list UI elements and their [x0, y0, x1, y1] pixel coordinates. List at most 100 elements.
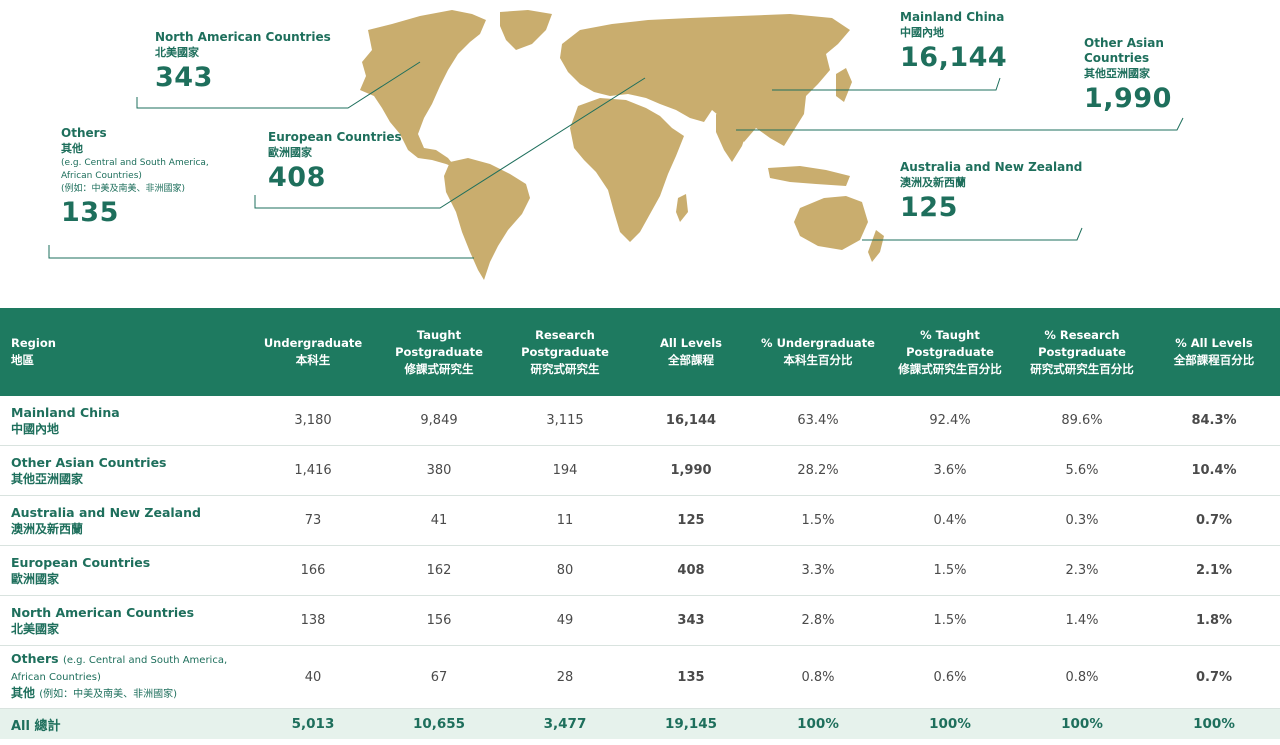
total-pct-research-postgraduate: 100%	[1016, 708, 1148, 739]
table-row: Other Asian Countries 其他亞洲國家 1,416 380 1…	[0, 445, 1280, 496]
cell-undergraduate: 73	[248, 495, 378, 546]
cell-undergraduate: 40	[248, 645, 378, 709]
total-undergraduate: 5,013	[248, 708, 378, 739]
callout-others-value: 135	[61, 197, 119, 228]
cell-pct-undergraduate: 2.8%	[752, 595, 884, 646]
row-region-en: Mainland China	[11, 404, 120, 420]
total-taught-postgraduate: 10,655	[378, 708, 500, 739]
cell-taught-postgraduate: 162	[378, 545, 500, 596]
cell-pct-undergraduate: 28.2%	[752, 445, 884, 496]
callout-europe-value: 408	[268, 162, 326, 193]
cell-taught-postgraduate: 380	[378, 445, 500, 496]
row-region-cell: European Countries 歐洲國家	[0, 545, 248, 596]
table-row: European Countries 歐洲國家 166 162 80 408 3…	[0, 545, 1280, 596]
callout-north-america-en: North American Countries	[155, 30, 331, 44]
callout-aus-nz: Australia and New Zealand 澳洲及新西蘭 125	[900, 160, 1082, 225]
table-row: North American Countries 北美國家 138 156 49…	[0, 595, 1280, 646]
cell-pct-taught-postgraduate: 3.6%	[884, 445, 1016, 496]
callout-mainland-china-en: Mainland China	[900, 10, 1005, 24]
col-header-zh: 修課式研究生百分比	[898, 361, 1002, 376]
col-header-en: % Undergraduate	[761, 336, 875, 350]
landmass-north-america	[360, 10, 486, 168]
callout-europe: European Countries 歐洲國家 408	[268, 130, 402, 195]
cell-undergraduate: 3,180	[248, 396, 378, 446]
callout-others: Others 其他 (e.g. Central and South Americ…	[61, 126, 241, 230]
leader-other-asian	[736, 117, 1184, 131]
cell-undergraduate: 1,416	[248, 445, 378, 496]
row-region-zh: 其他	[11, 686, 36, 700]
total-pct-undergraduate: 100%	[752, 708, 884, 739]
row-region-cell: North American Countries 北美國家	[0, 595, 248, 646]
cell-pct-undergraduate: 3.3%	[752, 545, 884, 596]
row-region-en-note: (e.g. Central and South America, African…	[11, 655, 228, 683]
cell-research-postgraduate: 80	[500, 545, 630, 596]
row-region-en: North American Countries	[11, 604, 195, 620]
leader-north-america	[136, 61, 421, 109]
col-header-zh: 地區	[11, 353, 34, 367]
leader-aus-nz	[862, 227, 1083, 241]
cell-pct-all-levels: 0.7%	[1148, 645, 1280, 709]
cell-all-levels: 125	[630, 495, 752, 546]
col-header-pct-taught-postgraduate: % Taught Postgraduate 修課式研究生百分比	[884, 308, 1016, 396]
col-header-zh: 本科生百分比	[783, 353, 853, 367]
callout-aus-nz-en: Australia and New Zealand	[900, 160, 1083, 174]
cell-research-postgraduate: 3,115	[500, 396, 630, 446]
cell-all-levels: 343	[630, 595, 752, 646]
row-region-en: Australia and New Zealand	[11, 504, 201, 520]
cell-taught-postgraduate: 9,849	[378, 396, 500, 446]
landmass-indonesia	[768, 166, 850, 186]
callout-europe-zh: 歐洲國家	[268, 146, 312, 159]
callout-mainland-china-zh: 中國內地	[900, 26, 944, 39]
cell-pct-research-postgraduate: 1.4%	[1016, 595, 1148, 646]
row-region-zh: 北美國家	[11, 621, 60, 636]
total-all-levels: 19,145	[630, 708, 752, 739]
landmass-eurasia	[560, 14, 850, 146]
landmass-south-america	[444, 158, 530, 280]
cell-research-postgraduate: 11	[500, 495, 630, 546]
callout-other-asian-zh: 其他亞洲國家	[1084, 67, 1150, 80]
col-header-en: % All Levels	[1175, 336, 1253, 350]
callout-other-asian-en: Other Asian Countries	[1084, 36, 1164, 65]
row-region-cell: Other Asian Countries 其他亞洲國家	[0, 445, 248, 496]
row-region-zh: 中國內地	[11, 421, 60, 436]
landmass-australia	[794, 196, 868, 250]
cell-pct-all-levels: 1.8%	[1148, 595, 1280, 646]
callout-aus-nz-value: 125	[900, 192, 958, 223]
col-header-pct-all-levels: % All Levels 全部課程百分比	[1148, 308, 1280, 396]
landmass-japan	[836, 68, 852, 102]
cell-pct-research-postgraduate: 0.3%	[1016, 495, 1148, 546]
callout-north-america: North American Countries 北美國家 343	[155, 30, 331, 95]
row-region-cell: Others (e.g. Central and South America, …	[0, 645, 248, 709]
col-header-zh: 全部課程	[668, 353, 714, 367]
row-region-cell: Australia and New Zealand 澳洲及新西蘭	[0, 495, 248, 546]
cell-pct-all-levels: 2.1%	[1148, 545, 1280, 596]
cell-pct-undergraduate: 63.4%	[752, 396, 884, 446]
cell-all-levels: 408	[630, 545, 752, 596]
total-research-postgraduate: 3,477	[500, 708, 630, 739]
row-region-zh-wrap: 其他 (例如：中美及南美、非洲國家)	[11, 685, 244, 703]
callout-other-asian-value: 1,990	[1084, 83, 1172, 114]
col-header-zh: 本科生	[295, 353, 331, 367]
row-region-cell: Mainland China 中國內地	[0, 396, 248, 446]
total-pct-all-levels: 100%	[1148, 708, 1280, 739]
col-header-en: Research Postgraduate	[521, 327, 609, 359]
cell-research-postgraduate: 28	[500, 645, 630, 709]
cell-all-levels: 1,990	[630, 445, 752, 496]
cell-taught-postgraduate: 41	[378, 495, 500, 546]
row-region-en: Other Asian Countries	[11, 454, 167, 470]
cell-taught-postgraduate: 156	[378, 595, 500, 646]
cell-pct-research-postgraduate: 5.6%	[1016, 445, 1148, 496]
col-header-zh: 研究式研究生百分比	[1030, 361, 1134, 376]
landmass-africa	[570, 98, 684, 242]
cell-undergraduate: 166	[248, 545, 378, 596]
callout-north-america-zh: 北美國家	[155, 46, 199, 59]
callout-others-en: Others	[61, 126, 107, 140]
row-region-zh: 其他亞洲國家	[11, 471, 84, 486]
leader-mainland-china	[772, 77, 1001, 91]
col-header-pct-research-postgraduate: % Research Postgraduate 研究式研究生百分比	[1016, 308, 1148, 396]
cell-pct-undergraduate: 1.5%	[752, 495, 884, 546]
callout-mainland-china-value: 16,144	[900, 42, 1008, 73]
col-header-en: Undergraduate	[263, 336, 363, 350]
cell-pct-taught-postgraduate: 92.4%	[884, 396, 1016, 446]
cell-research-postgraduate: 194	[500, 445, 630, 496]
